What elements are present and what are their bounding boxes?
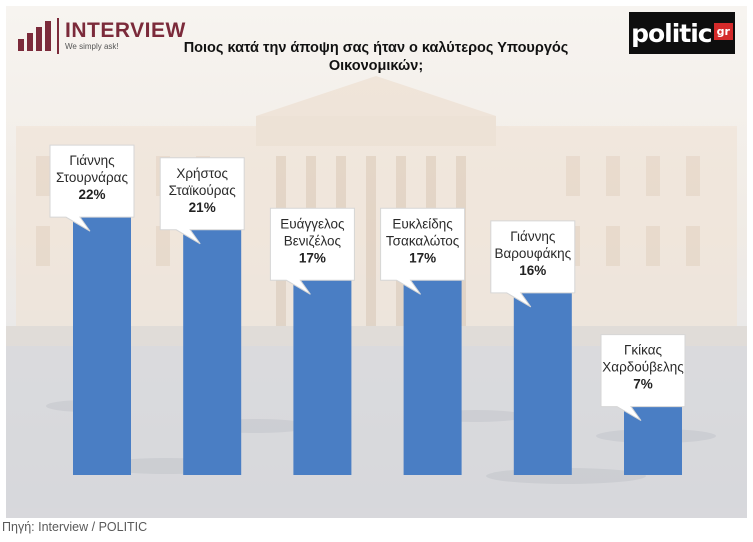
value-label-2: 17%: [299, 250, 326, 265]
callout-5: [600, 334, 686, 422]
chart-title: Ποιος κατά την άποψη σας ήταν ο καλύτερο…: [183, 40, 569, 74]
callout-2: [269, 207, 355, 295]
category-label-1-line-0: Χρήστος: [176, 166, 228, 181]
category-label-0-line-1: Στουρνάρας: [56, 170, 128, 185]
politic-logo-word: politic: [631, 18, 713, 48]
bar-0: [73, 197, 131, 475]
interview-logo-name: INTERVIEW: [65, 19, 186, 42]
callout-1: [159, 157, 245, 245]
category-label-3-line-1: Τσακαλώτος: [386, 233, 460, 248]
category-label-5-line-0: Γκίκας: [624, 343, 663, 358]
category-label-0-line-0: Γιάννης: [69, 153, 115, 168]
category-label-4-line-1: Βαρουφάκης: [494, 246, 571, 261]
value-label-1: 21%: [189, 200, 216, 215]
category-label-5-line-1: Χαρδούβελης: [602, 360, 684, 375]
category-label-4-line-0: Γιάννης: [510, 229, 556, 244]
callout-4: [490, 220, 576, 308]
value-label-0: 22%: [78, 187, 105, 202]
interview-logo: INTERVIEW We simply ask!: [18, 16, 186, 56]
callout-0: [49, 144, 135, 232]
value-label-4: 16%: [519, 263, 546, 278]
source-note: Πηγή: Interview / POLITIC: [2, 520, 148, 534]
callout-3: [380, 207, 466, 295]
value-label-5: 7%: [633, 377, 653, 392]
politic-logo-badge: gr: [713, 22, 733, 40]
category-label-1-line-1: Σταϊκούρας: [169, 183, 237, 198]
category-label-2-line-0: Ευάγγελος: [280, 216, 345, 231]
interview-logo-icon: [18, 21, 51, 51]
chart-frame: Γιάννης Στουρνάρας 22% Χρήστος Σταϊκούρας 21%…: [6, 6, 747, 518]
politic-logo: politic gr: [629, 12, 735, 54]
bar-1: [183, 209, 242, 475]
category-label-3-line-0: Ευκλείδης: [392, 216, 453, 231]
value-label-3: 17%: [409, 250, 436, 265]
bar-4: [513, 272, 572, 475]
interview-logo-tagline: We simply ask!: [65, 42, 119, 51]
category-label-2-line-1: Βενιζέλος: [284, 233, 342, 248]
bar-chart: Γιάννης Στουρνάρας 22% Χρήστος Σταϊκούρας 21%…: [49, 144, 686, 475]
bar-3: [403, 260, 462, 475]
bar-2: [293, 260, 352, 475]
